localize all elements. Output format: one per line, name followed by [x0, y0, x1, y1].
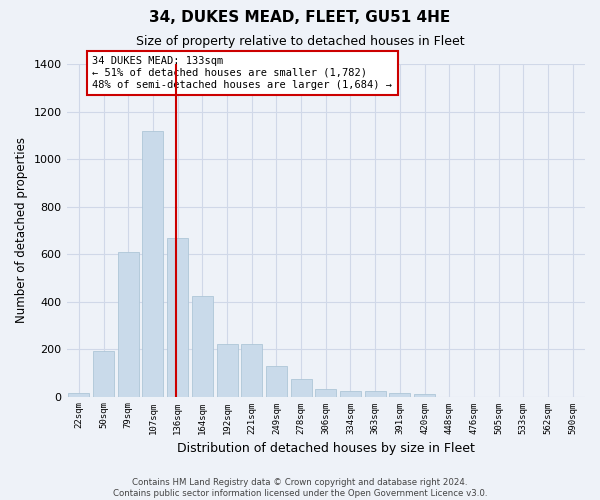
Bar	[389, 393, 410, 396]
X-axis label: Distribution of detached houses by size in Fleet: Distribution of detached houses by size …	[177, 442, 475, 455]
Bar	[93, 352, 114, 397]
Text: 34 DUKES MEAD: 133sqm
← 51% of detached houses are smaller (1,782)
48% of semi-d: 34 DUKES MEAD: 133sqm ← 51% of detached …	[92, 56, 392, 90]
Bar	[68, 393, 89, 396]
Bar	[315, 390, 336, 396]
Bar	[167, 238, 188, 396]
Bar	[290, 379, 311, 396]
Y-axis label: Number of detached properties: Number of detached properties	[15, 138, 28, 324]
Bar	[340, 390, 361, 396]
Bar	[192, 296, 213, 396]
Bar	[266, 366, 287, 396]
Bar	[217, 344, 238, 397]
Bar	[241, 344, 262, 397]
Bar	[414, 394, 435, 396]
Bar	[365, 390, 386, 396]
Bar	[142, 130, 163, 396]
Text: Size of property relative to detached houses in Fleet: Size of property relative to detached ho…	[136, 35, 464, 48]
Text: 34, DUKES MEAD, FLEET, GU51 4HE: 34, DUKES MEAD, FLEET, GU51 4HE	[149, 10, 451, 25]
Text: Contains HM Land Registry data © Crown copyright and database right 2024.
Contai: Contains HM Land Registry data © Crown c…	[113, 478, 487, 498]
Bar	[118, 252, 139, 396]
